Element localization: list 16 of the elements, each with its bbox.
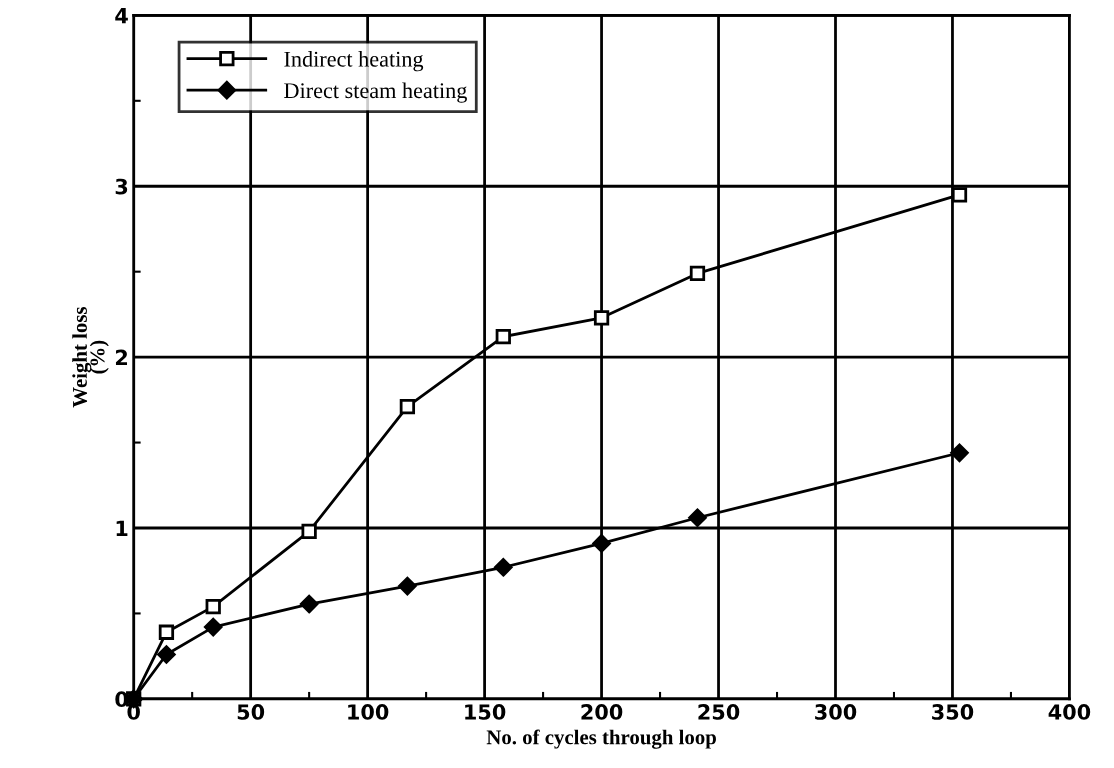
y-tick-label: 1 — [116, 520, 128, 536]
legend-label: Direct steam heating — [284, 82, 467, 103]
legend-label: Indirect heating — [284, 51, 424, 72]
x-axis-title: No. of cycles through loop — [486, 729, 716, 749]
x-tick-label: 250 — [698, 704, 740, 720]
x-tick-label: 300 — [815, 704, 857, 720]
x-tick-label: 150 — [465, 704, 506, 720]
y-axis-title: Weight loss (%) — [72, 306, 109, 408]
y-tick-label: 4 — [115, 8, 128, 24]
x-tick-label: 400 — [1048, 704, 1091, 720]
x-tick-label: 100 — [348, 704, 389, 720]
x-tick-label: 50 — [237, 704, 265, 720]
y-tick-label: 3 — [115, 178, 128, 195]
x-tick-label: 200 — [581, 704, 623, 720]
y-tick-label: 2 — [115, 349, 128, 366]
x-tick-label: 350 — [932, 704, 974, 720]
